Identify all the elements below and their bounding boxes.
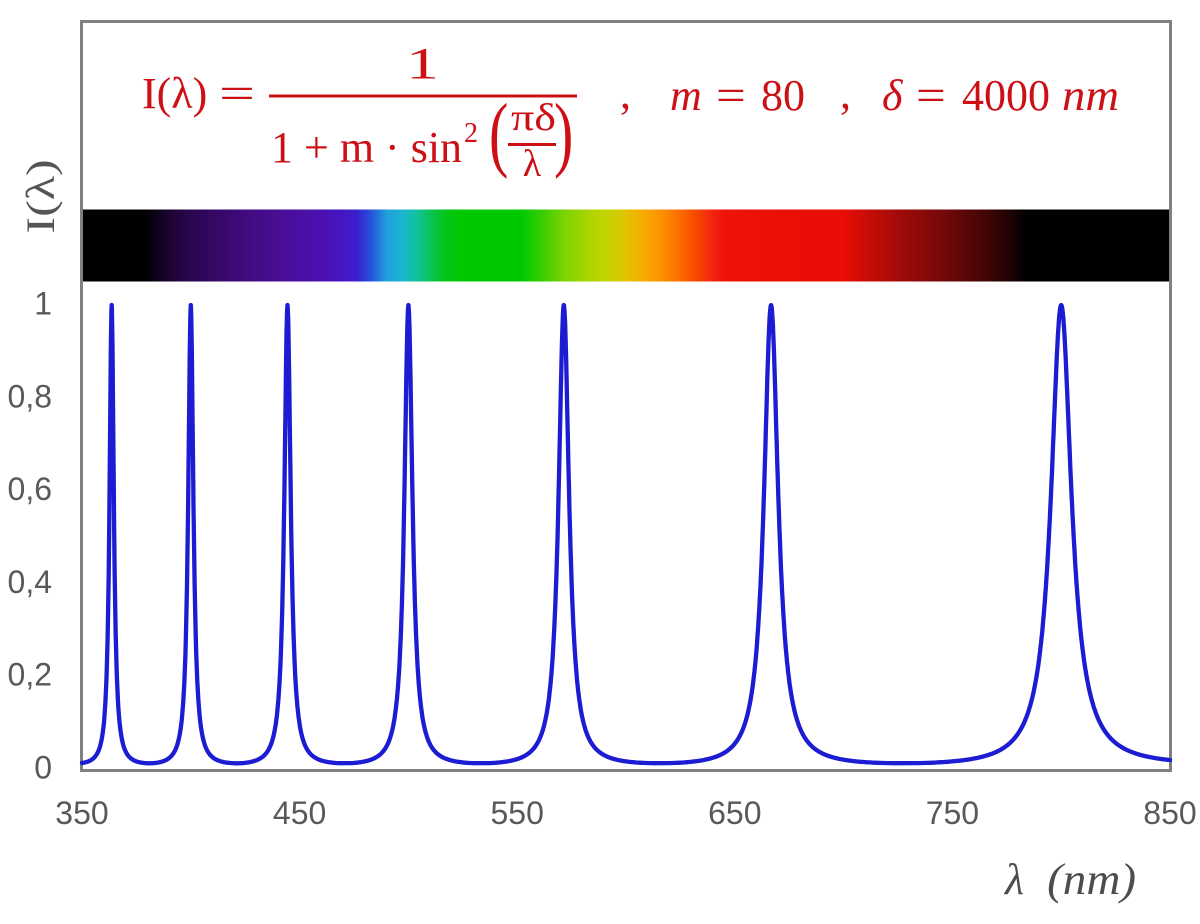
- svg-text:550: 550: [491, 795, 544, 831]
- svg-text:1: 1: [34, 286, 52, 322]
- svg-text:350: 350: [55, 795, 108, 831]
- svg-text:0,6: 0,6: [8, 471, 52, 507]
- svg-text:,: ,: [620, 69, 631, 118]
- svg-text:4000: 4000: [962, 71, 1050, 120]
- svg-text:0,2: 0,2: [8, 657, 52, 693]
- svg-text:=: =: [219, 69, 255, 118]
- svg-text:450: 450: [273, 795, 326, 831]
- svg-text:0: 0: [34, 750, 52, 786]
- svg-text:850: 850: [1143, 795, 1196, 831]
- svg-text:80: 80: [761, 71, 805, 120]
- svg-text:λ(nm): λ (nm): [1003, 855, 1136, 904]
- svg-text:δ: δ: [882, 71, 904, 120]
- svg-text:πδ: πδ: [511, 97, 556, 139]
- svg-text:0,4: 0,4: [8, 564, 52, 600]
- svg-text:=: =: [916, 71, 946, 120]
- svg-text:m: m: [670, 71, 702, 120]
- svg-text:1: 1: [406, 40, 439, 89]
- svg-text:): ): [554, 87, 573, 180]
- svg-text:=: =: [716, 71, 746, 120]
- svg-text:0,8: 0,8: [8, 378, 52, 414]
- svg-text:I(λ): I(λ): [19, 159, 63, 233]
- svg-text:nm: nm: [1062, 71, 1119, 120]
- svg-text:λ: λ: [523, 143, 542, 185]
- svg-text:I(λ): I(λ): [142, 69, 207, 118]
- svg-text:650: 650: [708, 795, 761, 831]
- svg-text:1 + m · sin: 1 + m · sin: [271, 123, 462, 172]
- svg-text:,: ,: [840, 69, 851, 118]
- svg-text:2: 2: [464, 118, 478, 149]
- svg-text:(: (: [489, 87, 508, 180]
- svg-text:750: 750: [926, 795, 979, 831]
